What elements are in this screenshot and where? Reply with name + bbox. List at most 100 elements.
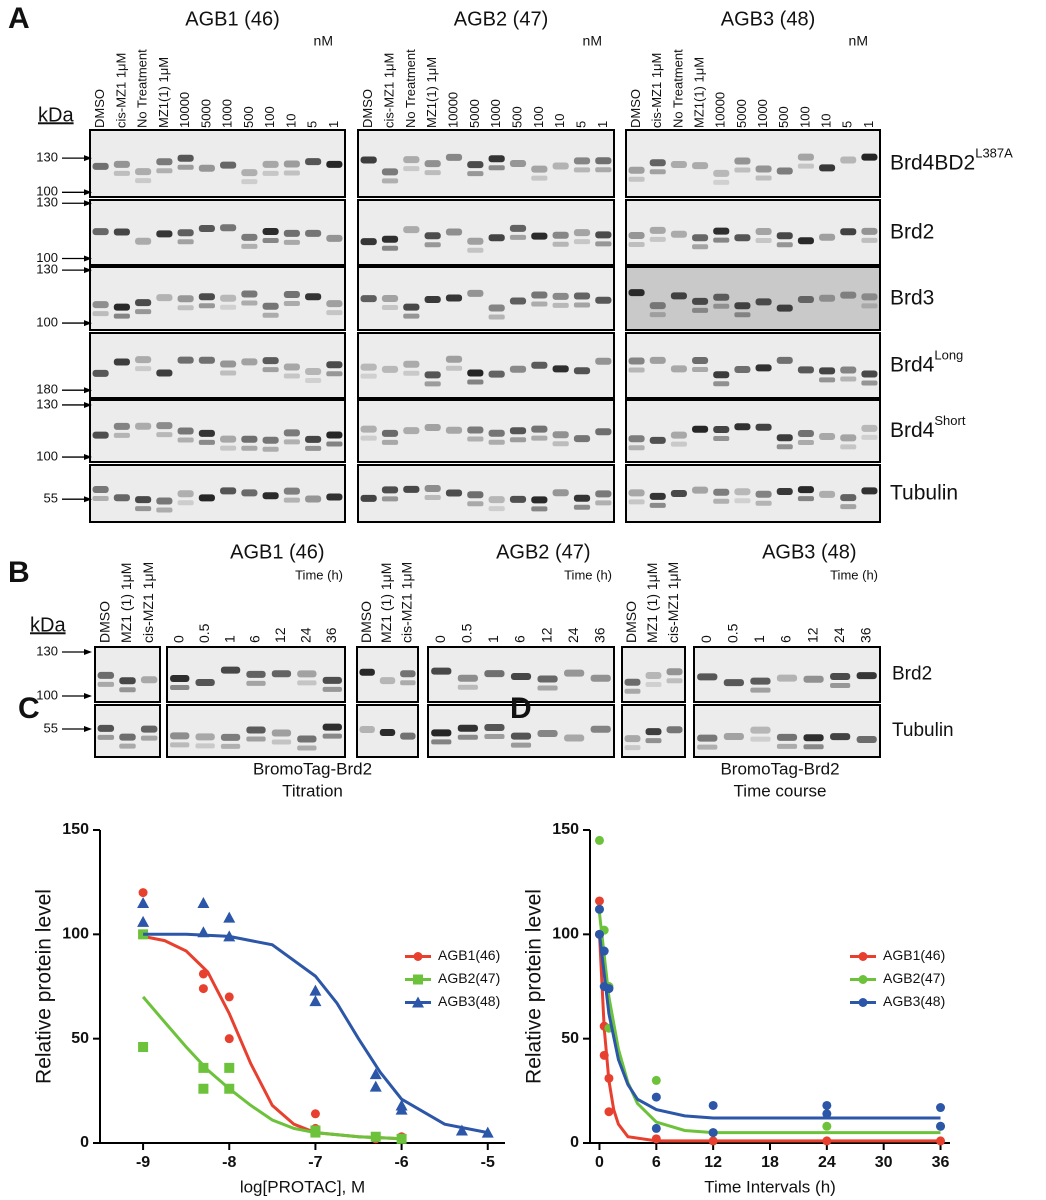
band bbox=[241, 179, 258, 185]
band bbox=[861, 380, 878, 386]
point bbox=[138, 1042, 149, 1053]
mw-label: 55 bbox=[44, 720, 58, 735]
blot bbox=[625, 332, 881, 399]
lane-label: 10000 bbox=[177, 92, 192, 128]
lane-label: cis-MZ1 1μM bbox=[113, 53, 128, 128]
unit-label: nM bbox=[583, 33, 602, 49]
band bbox=[649, 236, 666, 242]
band bbox=[564, 669, 585, 677]
point bbox=[822, 1100, 832, 1110]
blot bbox=[357, 266, 615, 331]
fit-curve bbox=[141, 995, 402, 1141]
blot bbox=[625, 266, 881, 331]
band bbox=[241, 445, 258, 451]
point bbox=[599, 1050, 609, 1060]
band bbox=[177, 490, 194, 498]
band bbox=[840, 366, 857, 374]
band bbox=[424, 232, 441, 240]
row-label: Brd2 bbox=[890, 220, 934, 243]
mw-label: 130 bbox=[36, 396, 58, 411]
band bbox=[692, 244, 709, 250]
mw-arrowhead bbox=[84, 649, 92, 655]
band bbox=[531, 496, 548, 504]
legend-label: AGB1(46) bbox=[438, 947, 500, 963]
band bbox=[819, 377, 836, 383]
band bbox=[830, 733, 851, 741]
band bbox=[488, 439, 505, 445]
band bbox=[283, 439, 300, 445]
band bbox=[283, 363, 300, 371]
band bbox=[628, 489, 645, 497]
band bbox=[531, 291, 548, 299]
band bbox=[649, 302, 666, 310]
band bbox=[776, 733, 798, 741]
band bbox=[198, 494, 215, 502]
lane-label: 36 bbox=[857, 627, 873, 643]
point bbox=[198, 1083, 209, 1094]
row-label-main: Brd2 bbox=[890, 220, 934, 243]
group-title: AGB1 (46) bbox=[185, 8, 279, 30]
band bbox=[135, 356, 152, 364]
band bbox=[692, 162, 709, 170]
lane-label: MZ1(1) 1μM bbox=[692, 57, 707, 128]
row-label-sup: L387A bbox=[975, 146, 1013, 161]
band bbox=[220, 370, 237, 376]
lane-label: 12 bbox=[272, 627, 288, 643]
point bbox=[822, 1136, 832, 1146]
unit-label: Time (h) bbox=[830, 567, 878, 582]
band bbox=[262, 436, 279, 444]
band bbox=[713, 426, 730, 434]
y-tick-label: 0 bbox=[570, 1134, 579, 1151]
band bbox=[119, 743, 136, 749]
band bbox=[734, 423, 751, 431]
band bbox=[305, 158, 322, 166]
band bbox=[861, 293, 878, 301]
point bbox=[604, 1107, 614, 1117]
band bbox=[590, 674, 611, 682]
band bbox=[573, 435, 591, 443]
band bbox=[220, 487, 237, 495]
band bbox=[488, 234, 505, 242]
band bbox=[403, 313, 420, 319]
band bbox=[135, 366, 152, 372]
mw-arrowhead bbox=[84, 726, 92, 732]
x-tick-label: 18 bbox=[761, 1154, 779, 1171]
band bbox=[697, 734, 718, 742]
band bbox=[445, 294, 463, 302]
band bbox=[713, 237, 730, 243]
panel-letter: D bbox=[510, 692, 532, 725]
band bbox=[692, 486, 709, 494]
band bbox=[467, 491, 484, 499]
band bbox=[305, 368, 322, 376]
band bbox=[170, 742, 190, 748]
kda-label: kDa bbox=[30, 614, 66, 636]
lane-label: 10000 bbox=[713, 92, 728, 128]
lane-label: 1 bbox=[485, 635, 501, 643]
band bbox=[241, 300, 258, 306]
band bbox=[322, 733, 342, 739]
blot bbox=[357, 399, 615, 463]
band bbox=[177, 500, 194, 506]
blot bbox=[693, 646, 881, 703]
group-title: AGB3 (48) bbox=[762, 541, 856, 563]
mw-label: 100 bbox=[36, 448, 58, 463]
band bbox=[359, 725, 375, 733]
band bbox=[195, 743, 215, 749]
point bbox=[599, 946, 609, 956]
lane-label: cis-MZ1 1μM bbox=[649, 53, 664, 128]
band bbox=[797, 295, 814, 303]
lane-label: DMSO bbox=[360, 89, 375, 128]
point bbox=[651, 1123, 661, 1133]
band bbox=[670, 441, 687, 447]
band bbox=[595, 500, 612, 506]
lane-label: 1000 bbox=[220, 99, 235, 128]
band bbox=[271, 729, 292, 737]
blot bbox=[625, 199, 881, 266]
band bbox=[140, 735, 158, 741]
row-label: Brd3 bbox=[890, 286, 934, 309]
band bbox=[403, 370, 420, 376]
band bbox=[840, 156, 857, 164]
band bbox=[510, 732, 532, 740]
blot bbox=[693, 704, 881, 758]
band bbox=[819, 294, 836, 302]
